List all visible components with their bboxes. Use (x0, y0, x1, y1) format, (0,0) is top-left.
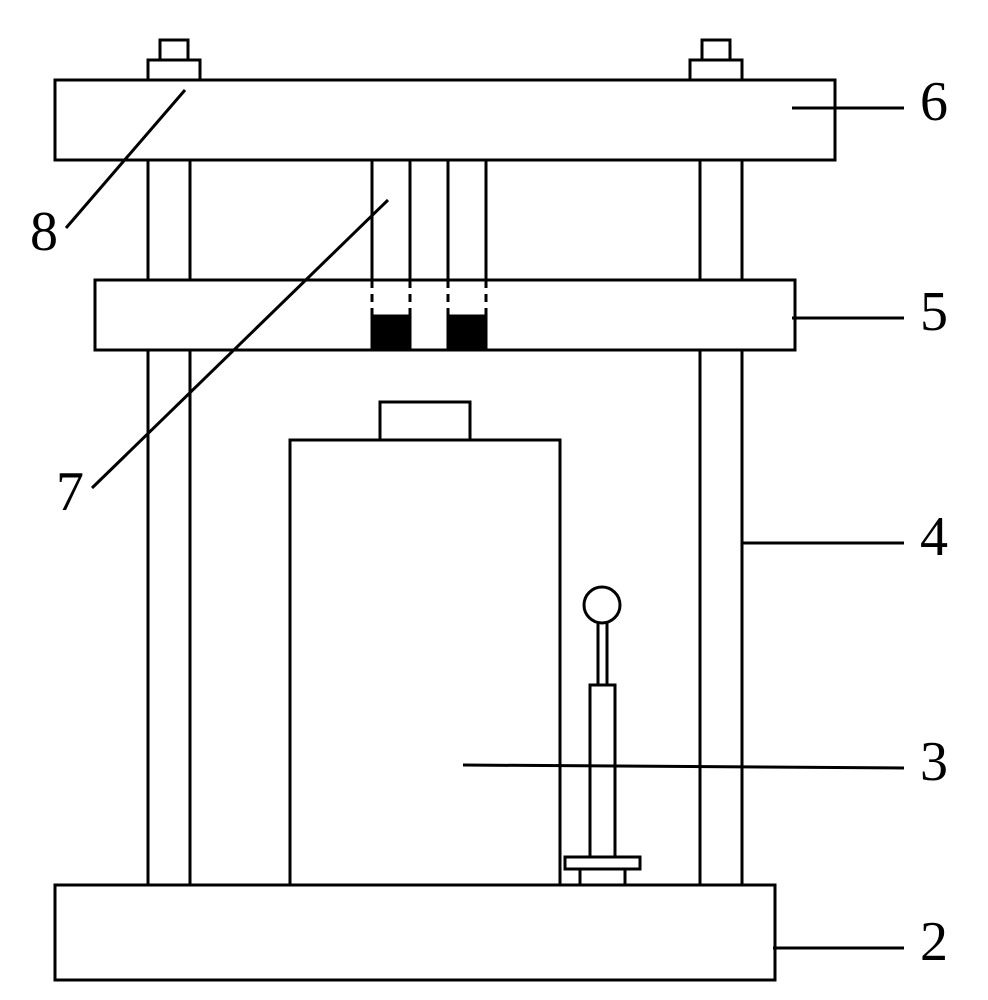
center-rod-left (372, 160, 410, 280)
left-post (148, 350, 190, 885)
label-p4: 4 (920, 506, 948, 568)
right-post (700, 350, 742, 885)
label-p7: 7 (56, 461, 84, 523)
label-p6: 6 (920, 71, 948, 133)
bolt-left-cap (160, 40, 188, 60)
label-p8: 8 (30, 201, 58, 263)
top-plate (55, 80, 835, 160)
label-p3: 3 (920, 731, 948, 793)
lever-stem (598, 620, 607, 685)
bolt-right-cap (702, 40, 730, 60)
bolt-right-body (690, 60, 742, 80)
lever-foot (580, 869, 625, 885)
rod-tip-right (448, 316, 486, 350)
label-p5: 5 (920, 281, 948, 343)
rod-tip-left (372, 316, 410, 350)
label-p2: 2 (920, 911, 948, 973)
lever-tube (590, 685, 615, 857)
center-rod-right (448, 160, 486, 280)
jack-body (290, 440, 560, 885)
base-plate (55, 885, 775, 980)
lever-base (565, 857, 640, 869)
mid-plate (95, 280, 795, 350)
mechanical-press-diagram (55, 40, 835, 980)
bolt-left-body (148, 60, 200, 80)
jack-piston (380, 402, 470, 440)
lever-ball (584, 587, 620, 623)
upper-left-post (148, 160, 190, 280)
upper-right-post (700, 160, 742, 280)
